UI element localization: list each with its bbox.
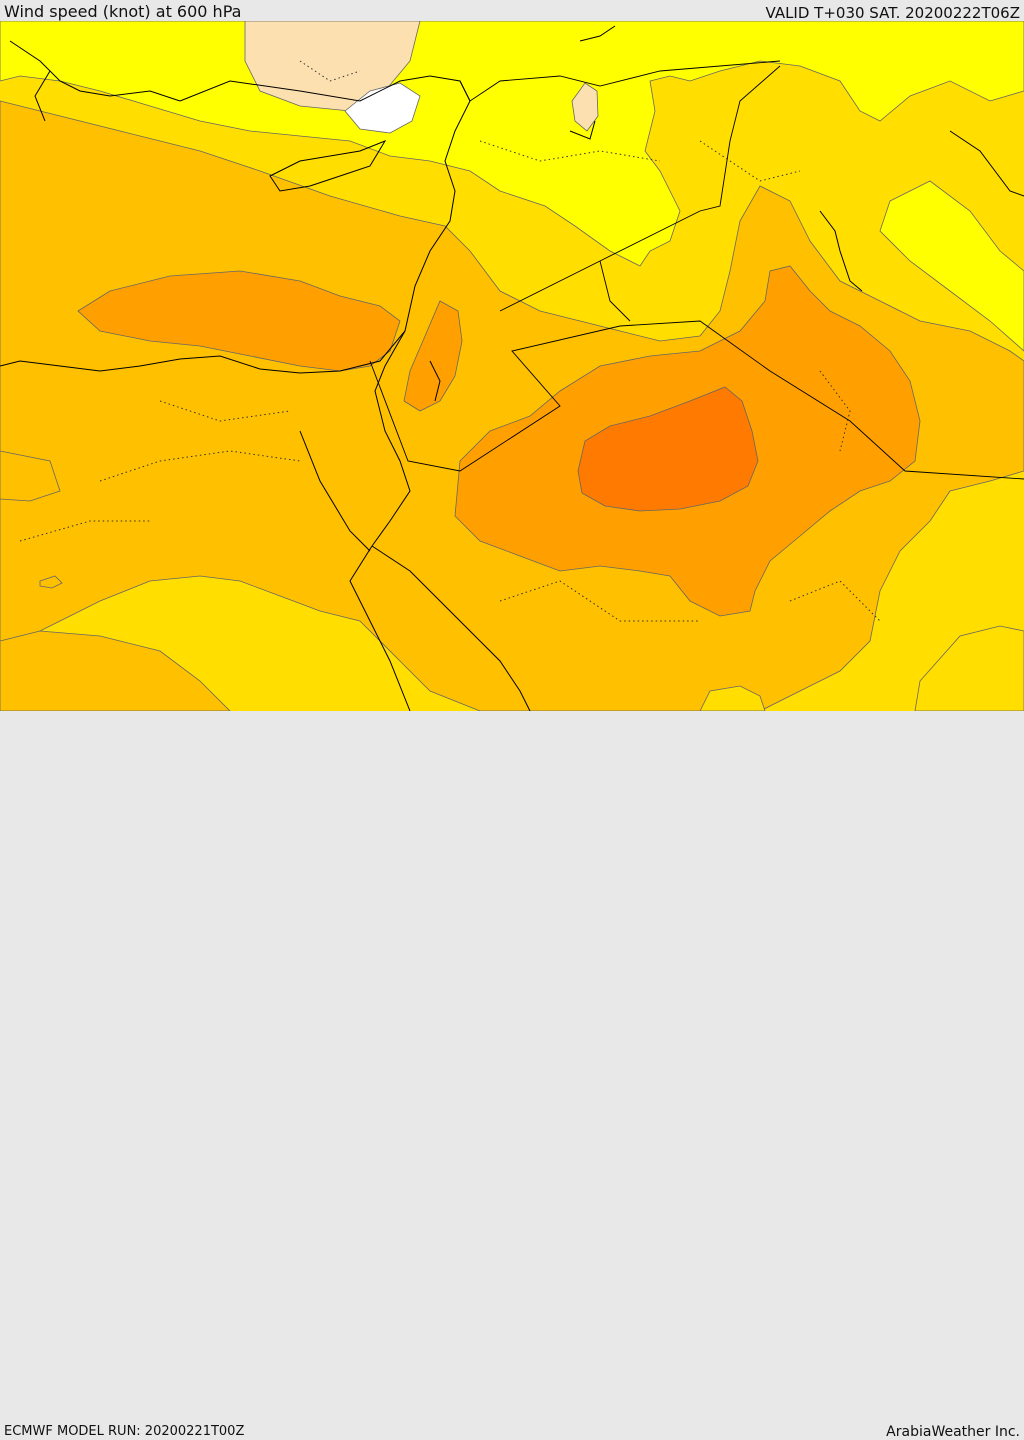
credit-label: ArabiaWeather Inc.: [886, 1424, 1020, 1440]
borders: [369, 60, 1024, 480]
wind-band-amber-sw: [0, 630, 231, 711]
valid-time: VALID T+030 SAT. 20200222T06Z: [765, 4, 1020, 22]
header-bar: Wind speed (knot) at 600 hPa VALID T+030…: [0, 0, 1024, 22]
wind-band-light-small: [571, 82, 599, 132]
wind-band-gold-se: [914, 625, 1024, 711]
dotted-contours: [19, 60, 881, 622]
wind-band-amber-blob: [39, 575, 63, 589]
wind-band-calm: [344, 82, 421, 134]
model-run-label: ECMWF MODEL RUN: 20200221T00Z: [4, 1424, 245, 1439]
wind-band-orange-levant: [403, 300, 463, 412]
wind-speed-map: [0, 21, 1024, 711]
coastlines: [0, 25, 1024, 711]
wind-band-gold-s: [699, 685, 766, 711]
map-title: Wind speed (knot) at 600 hPa: [4, 2, 242, 21]
wind-band-deep-orange: [577, 386, 759, 512]
wind-band-yellow-east: [879, 180, 1024, 352]
footer-bar: ECMWF MODEL RUN: 20200221T00Z ArabiaWeat…: [0, 711, 1024, 1440]
wind-band-orange-west: [77, 270, 401, 372]
